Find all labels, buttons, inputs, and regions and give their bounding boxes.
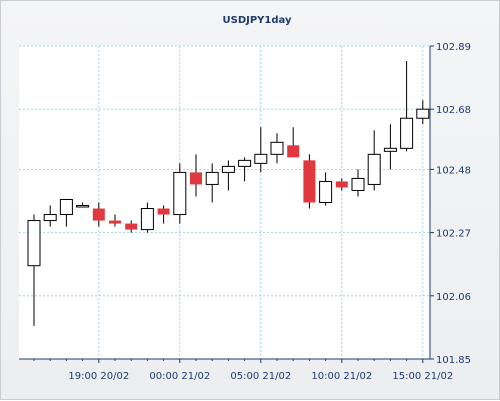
candle-body-up [76,205,90,208]
candle-body-down [157,208,170,215]
candle-body-down [303,160,316,203]
candle-body-up [221,165,235,173]
x-tick-label: 05:00 21/02 [230,371,291,382]
candle [416,100,430,125]
candle-body-down [125,223,138,230]
candle [27,214,41,326]
candle [287,127,300,158]
candle [205,163,219,203]
candle-body-up [319,180,333,204]
candle-body-down [335,181,348,188]
candle [319,172,333,206]
candle [140,202,154,233]
chart-title: USDJPY1day [223,15,292,26]
candles [27,61,430,326]
candle [400,61,414,152]
candle [59,198,73,227]
candle [270,133,284,164]
candle [173,163,187,224]
candle [92,202,105,227]
candle-body-up [140,208,154,231]
candle [351,169,365,197]
candle [109,214,121,227]
candle-body-up [270,141,284,155]
candle-body-down [109,220,121,224]
y-tick-label: 102.68 [436,105,471,116]
candle [125,220,138,233]
candle-body-up [254,153,268,164]
candle-body-down [287,145,300,158]
y-tick-label: 102.27 [436,229,471,240]
x-tick-label: 00:00 21/02 [149,371,210,382]
y-tick-label: 101.85 [436,355,471,366]
candle-body-up [43,214,57,222]
candle-body-up [416,108,430,119]
candle-body-up [367,153,381,185]
x-axis-ticks: 19:00 20/02 00:00 21/02 05:00 21/02 10:00 2… [33,359,453,382]
candle [76,202,90,208]
candle-body-up [205,171,219,185]
candle-body-down [92,208,105,221]
candle [383,124,397,170]
candle [335,178,348,191]
candle-body-up [59,198,73,216]
candle [157,205,170,224]
candle-body-up [238,159,252,167]
candle [254,127,268,173]
candle-body-up [351,177,365,191]
candle [43,205,57,227]
candle-body-up [383,147,397,152]
y-tick-label: 102.89 [436,42,471,53]
candle-body-down [190,172,202,185]
candle-body-up [173,171,187,216]
y-axis-ticks: 102.89 102.68 102.48 102.27 102.06 101.85 [430,42,471,366]
candle [221,160,235,191]
plot-area [19,46,430,359]
y-tick-label: 102.48 [436,165,471,176]
candle [303,154,316,209]
candle [367,130,381,191]
candle [190,154,202,197]
x-tick-label: 19:00 20/02 [68,371,129,382]
x-tick-label: 15:00 21/02 [392,371,453,382]
candle-body-up [400,117,414,149]
y-tick-label: 102.06 [436,292,471,303]
x-tick-label: 10:00 21/02 [311,371,372,382]
candle [238,157,252,182]
candle-body-up [27,220,41,267]
